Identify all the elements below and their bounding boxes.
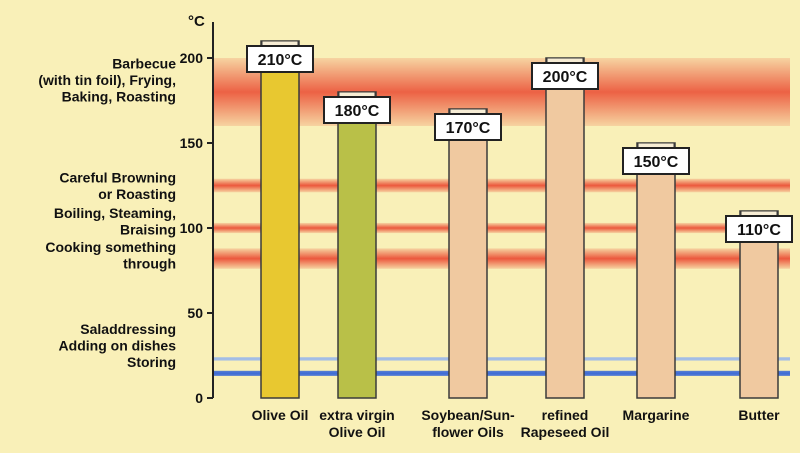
x-tick-label: Rapeseed Oil: [521, 424, 610, 440]
value-label: 180°C: [335, 103, 380, 120]
x-tick-label: flower Oils: [432, 424, 504, 440]
cooking-annotation: Saladdressing: [80, 321, 176, 337]
y-axis-unit: °C: [188, 13, 205, 30]
x-tick-label: Olive Oil: [252, 407, 309, 423]
bar: [636, 142, 676, 399]
value-label-box: [246, 45, 314, 73]
cooking-annotation: Braising: [120, 221, 176, 237]
cooking-annotation: or Roasting: [98, 186, 176, 202]
cooking-annotation: through: [123, 255, 176, 271]
value-label: 170°C: [446, 120, 491, 137]
value-label: 210°C: [258, 52, 303, 69]
value-label-box: [725, 215, 793, 243]
value-label: 200°C: [543, 69, 588, 86]
y-tick-label: 50: [187, 305, 203, 321]
y-axis: °C 0 50 100 150 200: [180, 13, 214, 406]
x-tick-label: extra virgin: [319, 407, 394, 423]
cooking-annotation: Cooking something: [45, 239, 176, 255]
y-tick-label: 150: [180, 135, 204, 151]
x-tick-label: Olive Oil: [329, 424, 386, 440]
value-label: 110°C: [737, 222, 781, 239]
x-tick-label: Margarine: [623, 407, 690, 423]
value-label: 150°C: [634, 154, 679, 171]
cooking-annotation: Boiling, Steaming,: [54, 205, 176, 221]
x-tick-label: Soybean/Sun-: [421, 407, 515, 423]
x-tick-label: Butter: [738, 407, 780, 423]
y-tick-label: 100: [180, 220, 204, 236]
cooking-annotation: Barbecue: [112, 56, 176, 72]
cooking-annotation: Storing: [127, 354, 176, 370]
cooking-annotation: Adding on dishes: [59, 337, 177, 353]
value-label-box: [622, 147, 690, 175]
value-label-box: [531, 62, 599, 90]
bar: [448, 108, 488, 399]
temperature-band: [213, 222, 790, 234]
bar: [260, 40, 300, 399]
cooking-annotation: Baking, Roasting: [62, 89, 176, 105]
y-tick-label: 200: [180, 50, 204, 66]
bar: [545, 57, 585, 399]
temperature-band: [213, 370, 790, 376]
temperature-band: [213, 357, 790, 361]
value-label-box: [323, 96, 391, 124]
cooking-annotations: Barbecue(with tin foil), Frying,Baking, …: [38, 56, 176, 370]
y-tick-label: 0: [195, 390, 203, 406]
bars: 210°C 180°C 170°C 200°C 150°C 110°C: [246, 40, 793, 399]
bar: [337, 91, 377, 399]
value-label-box: [434, 113, 502, 141]
cooking-annotation: (with tin foil), Frying,: [38, 72, 176, 88]
cooking-annotation: Careful Browning: [59, 169, 176, 185]
x-tick-label: refined: [542, 407, 589, 423]
